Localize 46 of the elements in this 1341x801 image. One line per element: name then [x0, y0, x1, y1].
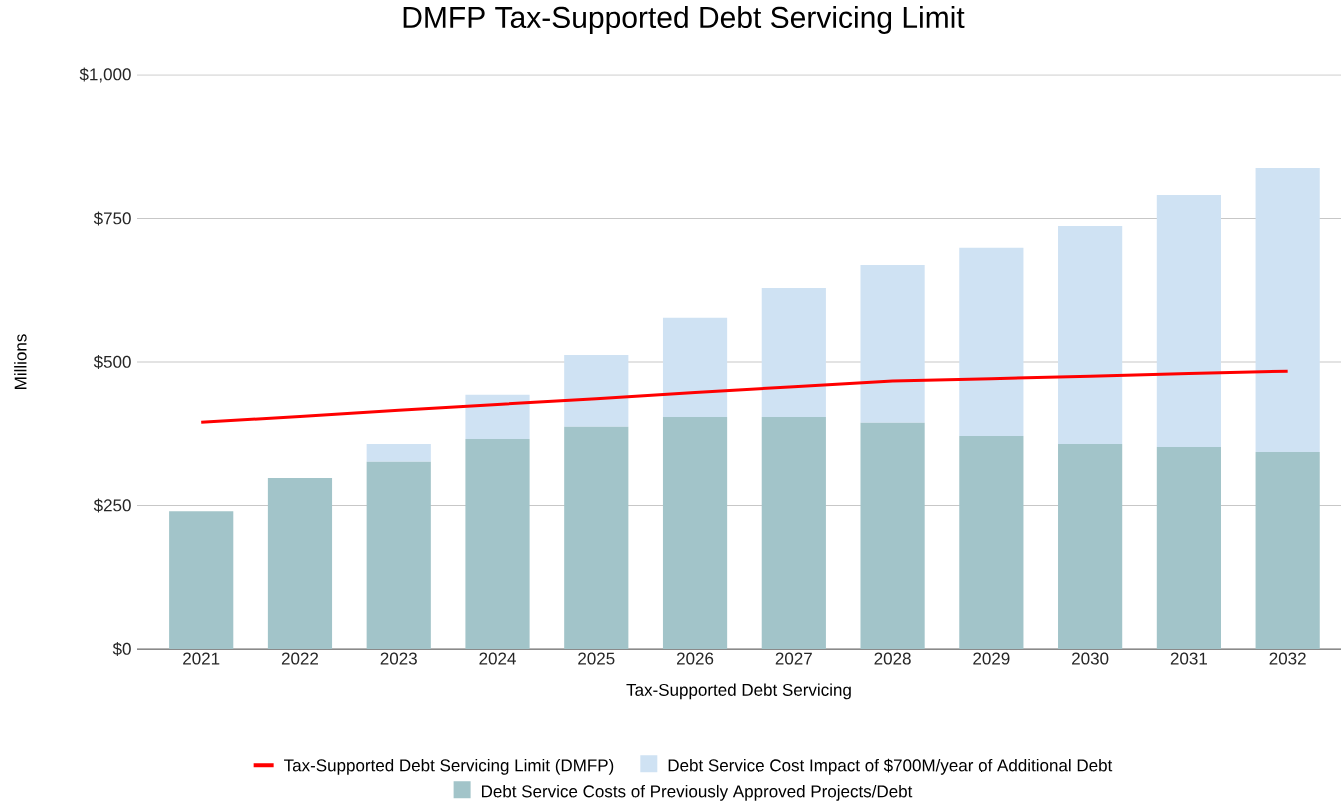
bar	[465, 438, 530, 649]
x-tick-label: 2023	[380, 652, 417, 665]
x-tick-label: 2024	[479, 652, 516, 665]
legend-label: Debt Service Costs of Previously Approved Projects/Debt	[482, 784, 913, 801]
x-tick-label: 2021	[183, 652, 220, 665]
x-tick-label: 2028	[874, 652, 911, 665]
legend-label: Tax-Supported Debt Servicing Limit (DMFP)	[284, 758, 614, 775]
bar	[1058, 444, 1123, 649]
bar	[1058, 225, 1123, 445]
bar	[761, 417, 826, 649]
x-tick-label: 2026	[677, 652, 714, 665]
bar	[860, 264, 925, 423]
bar	[564, 355, 629, 427]
y-tick-label: $0	[112, 642, 131, 656]
x-tick-label: 2029	[973, 652, 1010, 665]
bar	[860, 422, 925, 649]
bar	[366, 444, 431, 462]
bar	[1156, 446, 1221, 649]
y-tick-label: $500	[93, 355, 131, 369]
bar	[959, 247, 1024, 437]
bar	[169, 511, 234, 649]
bar	[1255, 167, 1320, 453]
x-tick-label: 2031	[1170, 652, 1207, 665]
y-tick-label: $1,000	[79, 67, 131, 83]
bar	[564, 426, 629, 649]
bar	[662, 317, 728, 418]
bar	[1156, 194, 1221, 447]
chart-title: DMFP Tax-Supported Debt Servicing Limit	[403, 6, 965, 34]
legend-label: Debt Service Cost Impact of $700M/year of Additional Debt	[668, 758, 1113, 775]
bar	[761, 287, 826, 418]
bar	[959, 436, 1024, 649]
bar	[662, 417, 728, 649]
x-tick-label: 2027	[775, 652, 812, 665]
bar	[465, 394, 530, 439]
x-axis-title: Tax-Supported Debt Servicing	[626, 683, 851, 700]
x-tick-label: 2032	[1269, 652, 1306, 665]
x-tick-label: 2022	[281, 652, 319, 665]
x-tick-label: 2030	[1072, 652, 1109, 665]
y-tick-label: $750	[93, 211, 131, 226]
bar	[1255, 452, 1320, 649]
x-tick-label: 2025	[578, 652, 615, 665]
y-tick-label: $250	[93, 498, 131, 513]
bar	[267, 477, 333, 649]
bar	[366, 461, 431, 649]
line-series	[199, 369, 1290, 424]
y-axis-title: Millions	[14, 334, 27, 389]
